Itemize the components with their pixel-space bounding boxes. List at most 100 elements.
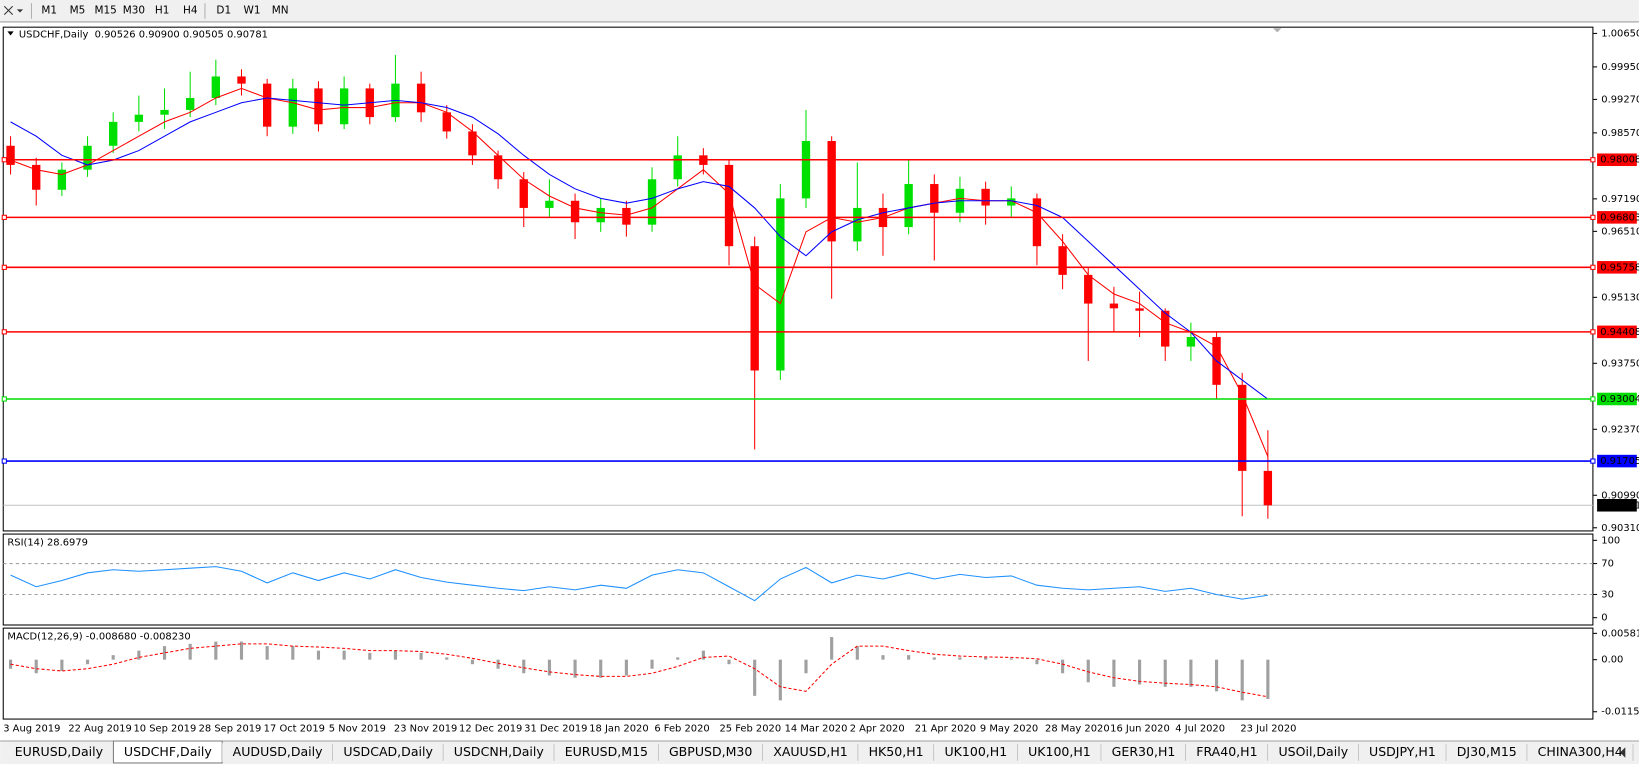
timeframe-button[interactable]: H1 xyxy=(155,4,170,16)
tab-label[interactable]: FRA40,H1 xyxy=(1196,744,1257,759)
macd-bar xyxy=(830,637,834,660)
macd-bar xyxy=(984,657,988,660)
timeframe-button[interactable]: M5 xyxy=(70,4,86,16)
candle-body xyxy=(1032,198,1042,247)
timeframe-button[interactable]: M1 xyxy=(41,4,57,16)
macd-bar xyxy=(881,655,885,660)
level-label: 0.94408 xyxy=(1600,327,1639,338)
tab[interactable] xyxy=(858,743,935,762)
macd-bar xyxy=(1214,659,1219,692)
tab-label[interactable]: USDCAD,Daily xyxy=(343,744,433,759)
tab[interactable] xyxy=(1527,743,1634,762)
macd-bar xyxy=(1189,659,1193,687)
tab-label[interactable]: UK100,H1 xyxy=(1028,744,1091,759)
macd-bar xyxy=(1035,659,1039,665)
rsi-panel xyxy=(2,533,1594,626)
y-tick-label: 0.90310 xyxy=(1601,523,1639,534)
tab[interactable] xyxy=(554,743,659,762)
x-tick-label: 25 Feb 2020 xyxy=(719,723,781,734)
level-label-box xyxy=(1597,261,1637,274)
macd-bar xyxy=(470,659,474,665)
candle-body xyxy=(1084,274,1093,304)
macd-bar xyxy=(855,646,859,660)
candle-body xyxy=(339,88,349,125)
moving-average xyxy=(10,87,1269,457)
toolbar-icon[interactable] xyxy=(3,5,14,16)
tab-label[interactable]: EURUSD,Daily xyxy=(15,744,104,759)
candle-body xyxy=(981,188,990,206)
macd-bar xyxy=(188,643,192,660)
macd-bar xyxy=(393,650,398,660)
chart-quote: 0.90526 0.90900 0.90505 0.90781 xyxy=(95,29,268,40)
level-label-box xyxy=(1597,325,1637,339)
macd-panel xyxy=(2,627,1594,720)
tab-scroll[interactable] xyxy=(1620,747,1626,758)
candle-body xyxy=(622,207,631,225)
tab-label[interactable]: EURUSD,M15 xyxy=(565,744,648,759)
x-tick-label: 18 Jan 2020 xyxy=(589,723,648,734)
candle-body xyxy=(1161,310,1170,347)
candle-body xyxy=(904,184,913,228)
x-tick-label: 23 Nov 2019 xyxy=(394,723,457,734)
macd-bar xyxy=(650,659,654,669)
chart-title: USDCHF,Daily xyxy=(19,29,89,40)
tab-label[interactable]: GBPUSD,M30 xyxy=(669,744,752,759)
tab-label[interactable]: USDCHF,Daily xyxy=(124,744,212,759)
tab[interactable] xyxy=(1633,743,1639,762)
tab[interactable] xyxy=(222,743,333,762)
tab[interactable] xyxy=(332,743,444,762)
y-tick-label: -0.011514 xyxy=(1601,707,1639,718)
tab[interactable] xyxy=(1446,743,1528,762)
tab[interactable] xyxy=(443,743,555,762)
macd-bar xyxy=(162,646,167,660)
timeframe-button[interactable]: M15 xyxy=(95,4,117,16)
tab[interactable] xyxy=(1268,743,1359,762)
tab[interactable] xyxy=(762,743,859,762)
macd-bar xyxy=(778,659,782,701)
tab[interactable] xyxy=(4,743,114,762)
macd-bar xyxy=(419,652,423,660)
candle-body xyxy=(519,179,528,208)
panel-menu[interactable] xyxy=(7,31,14,36)
tab-label[interactable]: USDCNH,Daily xyxy=(454,744,545,759)
macd-bar xyxy=(214,641,218,660)
macd-bar xyxy=(111,655,115,660)
tab-label[interactable]: XAUUSD,H1 xyxy=(773,744,847,759)
candle-body xyxy=(647,179,657,225)
candle-body xyxy=(827,141,836,242)
tab-label[interactable]: USDJPY,H1 xyxy=(1369,744,1436,759)
tab-label[interactable]: UK100,H1 xyxy=(945,744,1008,759)
timeframe-button[interactable]: D1 xyxy=(216,4,231,16)
tab[interactable] xyxy=(1101,743,1186,762)
candle-body xyxy=(1058,246,1067,275)
tab-label[interactable]: USOil,Daily xyxy=(1278,744,1348,759)
candle-body xyxy=(930,184,939,213)
timeframe-button[interactable]: W1 xyxy=(244,4,261,16)
candle-body xyxy=(853,207,862,242)
toolbar-dropdown[interactable] xyxy=(16,9,24,13)
candle-body xyxy=(288,88,297,127)
candle-body xyxy=(596,207,605,223)
tab[interactable] xyxy=(934,743,1018,762)
timeframe-button[interactable]: M30 xyxy=(123,4,145,16)
macd-bar xyxy=(753,659,757,696)
tab-label[interactable]: HK50,H1 xyxy=(869,744,924,759)
y-tick-label: 0.00 xyxy=(1601,655,1623,666)
tab-label[interactable]: AUDUSD,Daily xyxy=(233,744,323,759)
tab-label[interactable]: GER30,H1 xyxy=(1112,744,1176,759)
tab[interactable] xyxy=(658,743,763,762)
x-tick-label: 9 May 2020 xyxy=(980,723,1038,734)
tab[interactable] xyxy=(1358,743,1447,762)
tab-label[interactable]: DJ30,M15 xyxy=(1457,744,1517,759)
x-tick-label: 23 Jul 2020 xyxy=(1240,723,1296,734)
level-handle xyxy=(1590,157,1596,163)
tab[interactable] xyxy=(1185,743,1269,762)
tab-label[interactable]: CHINA300,H4 xyxy=(1538,744,1623,759)
y-tick-label: 0.95130 xyxy=(1601,292,1639,303)
tab[interactable] xyxy=(1017,743,1102,762)
macd-bar xyxy=(932,657,936,660)
timeframe-button[interactable]: MN xyxy=(272,4,289,16)
x-tick-label: 16 Jun 2020 xyxy=(1110,723,1170,734)
timeframe-button[interactable]: H4 xyxy=(183,4,198,16)
level-handle xyxy=(1590,329,1596,335)
